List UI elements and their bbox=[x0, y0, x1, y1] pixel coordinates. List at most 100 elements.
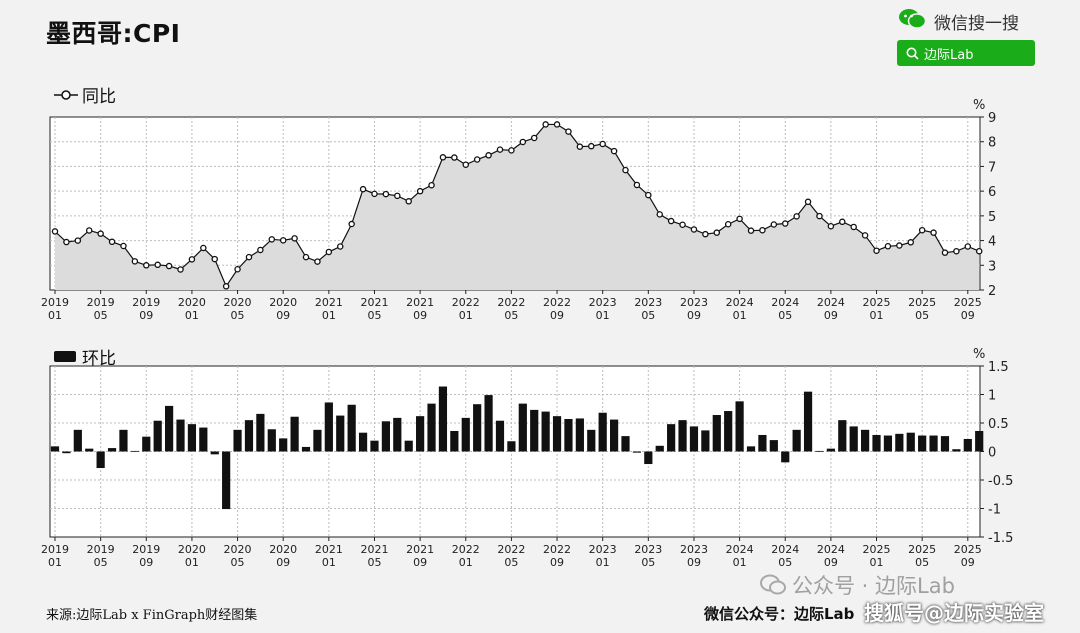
mom-y-tick-label: 0.5 bbox=[988, 417, 1009, 432]
mom-y-tick-label: -1 bbox=[988, 503, 1001, 518]
yoy-data-point bbox=[530, 134, 538, 142]
watermark-sohu: 搜狐号@边际实验室 bbox=[864, 601, 1044, 625]
mom-y-tick-label: -0.5 bbox=[988, 474, 1013, 489]
search-button[interactable]: 边际Lab bbox=[897, 40, 1035, 66]
mom-bar bbox=[119, 429, 128, 452]
yoy-data-point bbox=[451, 154, 458, 161]
yoy-data-point bbox=[576, 143, 584, 150]
yoy-data-point bbox=[839, 218, 846, 226]
mom-bar bbox=[746, 446, 756, 452]
mom-x-tick-year: 2024 bbox=[726, 543, 754, 556]
yoy-data-point bbox=[143, 262, 150, 269]
yoy-data-point bbox=[781, 220, 789, 227]
mom-bar bbox=[244, 420, 254, 452]
yoy-x-tick-month: 09 bbox=[139, 309, 153, 322]
mom-x-tick-month: 01 bbox=[48, 556, 62, 569]
mom-x-tick-month: 05 bbox=[915, 556, 929, 569]
yoy-data-point bbox=[679, 221, 686, 229]
mom-bar bbox=[963, 438, 972, 452]
mom-x-tick-year: 2024 bbox=[817, 543, 845, 556]
yoy-data-point bbox=[930, 229, 937, 236]
yoy-data-point bbox=[154, 261, 161, 269]
yoy-data-point bbox=[416, 187, 424, 195]
mom-bar bbox=[883, 435, 893, 452]
mom-bar bbox=[929, 435, 938, 452]
mom-bar bbox=[142, 436, 151, 452]
yoy-data-point bbox=[302, 253, 310, 261]
yoy-x-tick-year: 2022 bbox=[543, 296, 571, 309]
search-label: 边际Lab bbox=[924, 47, 974, 63]
mom-bar bbox=[621, 436, 630, 452]
mom-bar bbox=[381, 421, 390, 452]
yoy-y-tick-label: 5 bbox=[988, 210, 996, 225]
mom-x-tick-year: 2021 bbox=[360, 543, 388, 556]
mom-bar bbox=[530, 409, 539, 452]
yoy-x-tick-year: 2024 bbox=[771, 296, 799, 309]
yoy-data-point bbox=[633, 181, 641, 189]
mom-x-tick-year: 2020 bbox=[178, 543, 206, 556]
mom-bar bbox=[701, 430, 710, 452]
legend-mom-label: 环比 bbox=[82, 349, 116, 369]
mom-bar bbox=[644, 451, 653, 465]
mom-bar bbox=[301, 446, 311, 452]
yoy-data-point bbox=[804, 198, 812, 206]
yoy-data-point bbox=[736, 215, 743, 223]
mom-bar bbox=[187, 424, 197, 452]
yoy-data-point bbox=[348, 220, 355, 228]
yoy-data-point bbox=[850, 223, 857, 231]
yoy-x-tick-year: 2020 bbox=[178, 296, 206, 309]
mom-bar bbox=[233, 429, 242, 452]
yoy-data-point bbox=[770, 221, 778, 228]
mom-bar bbox=[803, 391, 813, 452]
yoy-unit-label: % bbox=[973, 98, 985, 113]
mom-bar bbox=[906, 432, 915, 452]
yoy-data-point bbox=[553, 121, 561, 128]
yoy-data-point bbox=[257, 246, 264, 254]
mom-x-tick-year: 2020 bbox=[224, 543, 252, 556]
mom-bar bbox=[872, 434, 881, 452]
yoy-data-point bbox=[747, 227, 755, 234]
mom-bar bbox=[473, 404, 482, 452]
yoy-x-tick-month: 05 bbox=[641, 309, 655, 322]
yoy-x-tick-month: 09 bbox=[413, 309, 427, 322]
yoy-data-point bbox=[724, 221, 732, 228]
yoy-data-point bbox=[222, 283, 230, 290]
yoy-x-tick-month: 01 bbox=[596, 309, 610, 322]
yoy-x-tick-month: 01 bbox=[185, 309, 199, 322]
mom-x-tick-month: 09 bbox=[687, 556, 701, 569]
mom-x-tick-year: 2025 bbox=[908, 543, 936, 556]
yoy-data-point bbox=[336, 243, 344, 250]
yoy-data-point bbox=[827, 222, 835, 230]
mom-bar bbox=[632, 451, 642, 453]
mom-x-tick-year: 2019 bbox=[87, 543, 115, 556]
yoy-x-tick-year: 2022 bbox=[497, 296, 525, 309]
yoy-series-line bbox=[54, 123, 980, 288]
mom-bar bbox=[153, 420, 162, 452]
yoy-x-tick-month: 05 bbox=[367, 309, 381, 322]
mom-bar bbox=[838, 420, 847, 452]
yoy-x-tick-year: 2019 bbox=[87, 296, 115, 309]
source-note: 来源:边际Lab x FinGraph财经图集 bbox=[46, 608, 258, 623]
yoy-data-point bbox=[279, 237, 287, 244]
yoy-x-tick-year: 2021 bbox=[406, 296, 434, 309]
mom-bar bbox=[895, 433, 904, 452]
mom-x-tick-year: 2021 bbox=[406, 543, 434, 556]
mom-x-tick-month: 01 bbox=[733, 556, 747, 569]
mom-x-tick-month: 01 bbox=[596, 556, 610, 569]
mom-x-tick-year: 2021 bbox=[315, 543, 343, 556]
yoy-data-point bbox=[97, 230, 104, 237]
mom-x-tick-year: 2025 bbox=[954, 543, 982, 556]
yoy-data-point bbox=[690, 226, 698, 233]
yoy-x-tick-month: 05 bbox=[778, 309, 792, 322]
yoy-data-point bbox=[610, 147, 618, 155]
mom-bar bbox=[370, 440, 379, 452]
yoy-x-tick-year: 2022 bbox=[452, 296, 480, 309]
yoy-data-point bbox=[85, 227, 93, 234]
mom-bar bbox=[952, 449, 961, 452]
yoy-data-point bbox=[177, 266, 184, 273]
yoy-data-point bbox=[200, 244, 207, 252]
mom-x-tick-year: 2023 bbox=[634, 543, 662, 556]
yoy-data-point bbox=[964, 243, 972, 250]
mom-bar bbox=[313, 429, 322, 452]
mom-bar bbox=[940, 436, 950, 452]
